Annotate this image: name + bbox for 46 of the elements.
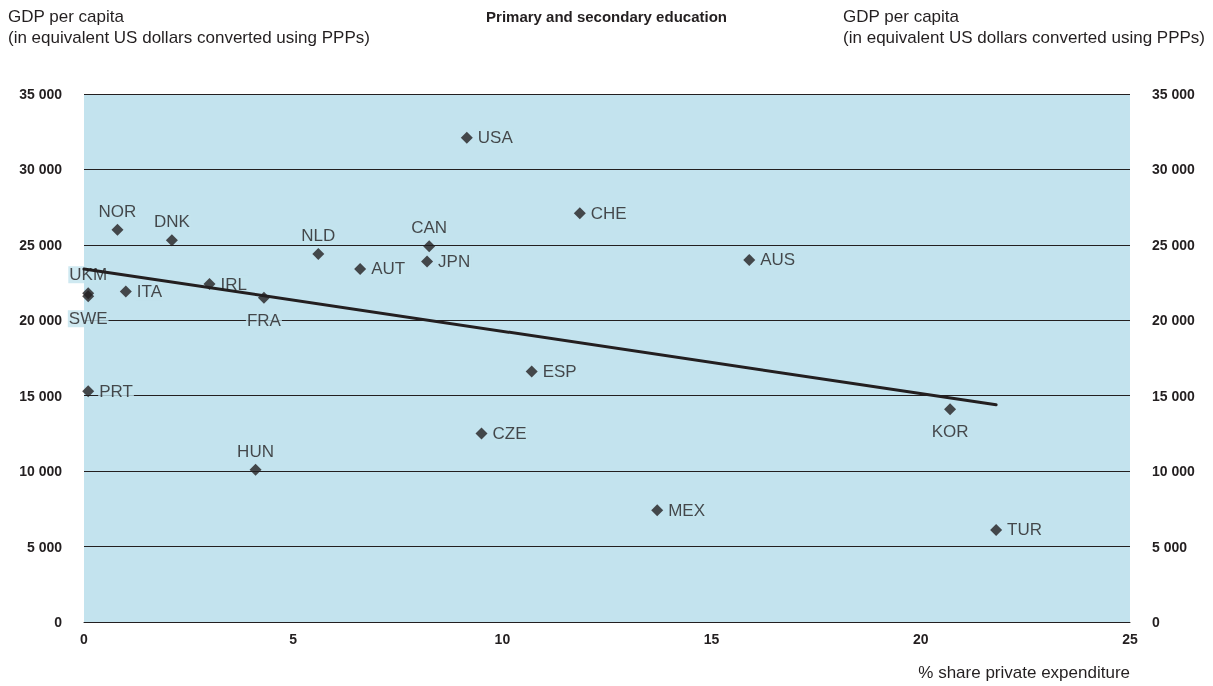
data-label: AUS: [760, 250, 796, 270]
y-tick-label: 5 000: [26, 538, 63, 555]
data-label: PRT: [99, 381, 133, 401]
data-label: DNK: [153, 212, 191, 232]
x-tick-label: 15: [703, 631, 720, 647]
x-axis-title: % share private expenditure: [918, 663, 1131, 682]
y2-tick-label: 30 000: [1152, 161, 1196, 178]
y-axis-title: GDP per capita (in equivalent US dollars converted using PPPs): [8, 7, 370, 47]
x-tick-label: 10: [494, 631, 511, 647]
data-label: JPN: [438, 251, 471, 271]
data-label: AUT: [371, 259, 406, 279]
y2-tick-label: 10 000: [1152, 463, 1196, 480]
x-tick-label: 25: [1122, 631, 1138, 647]
data-label: MEX: [668, 500, 706, 520]
data-label: CZE: [492, 423, 527, 443]
data-label: FRA: [246, 310, 282, 330]
y-tick-label: 0: [54, 614, 63, 630]
x-tick-label: 20: [913, 631, 929, 647]
x-tick-label: 0: [80, 631, 89, 647]
y2-tick-label: 5 000: [1152, 538, 1188, 555]
y2-tick-label: 35 000: [1152, 86, 1196, 102]
y2-axis-title: GDP per capita (in equivalent US dollars converted using PPPs): [843, 7, 1205, 47]
data-label: HUN: [237, 441, 274, 461]
data-label: USA: [477, 128, 514, 148]
data-label: NOR: [98, 201, 137, 221]
chart-title: Primary and secondary education: [486, 8, 727, 25]
y2-tick-label: 0: [1152, 614, 1160, 630]
data-label: ITA: [136, 282, 163, 302]
data-label: SWE: [68, 309, 108, 329]
y2-tick-label: 15 000: [1152, 387, 1196, 404]
data-label: NLD: [301, 225, 336, 245]
y-tick-label: 35 000: [19, 86, 63, 102]
y-tick-label: 25 000: [19, 236, 63, 253]
data-label: IRL: [220, 274, 247, 294]
data-label: CAN: [411, 218, 448, 238]
y-tick-label: 20 000: [19, 312, 63, 329]
x-tick-label: 5: [289, 631, 298, 647]
y2-tick-label: 20 000: [1152, 312, 1196, 329]
y-tick-label: 30 000: [19, 161, 63, 178]
data-label: KOR: [931, 422, 969, 442]
data-label: CHE: [590, 203, 627, 223]
data-label: TUR: [1007, 520, 1043, 540]
data-label: ESP: [542, 362, 577, 382]
y-tick-label: 10 000: [19, 463, 63, 480]
y-tick-label: 15 000: [19, 387, 63, 404]
y2-tick-label: 25 000: [1152, 236, 1196, 253]
